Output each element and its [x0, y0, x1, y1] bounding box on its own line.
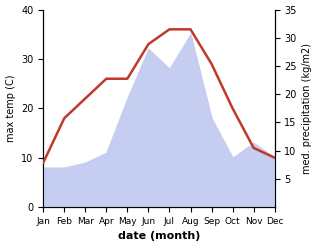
X-axis label: date (month): date (month) [118, 231, 200, 242]
Y-axis label: max temp (C): max temp (C) [5, 75, 16, 142]
Y-axis label: med. precipitation (kg/m2): med. precipitation (kg/m2) [302, 43, 313, 174]
